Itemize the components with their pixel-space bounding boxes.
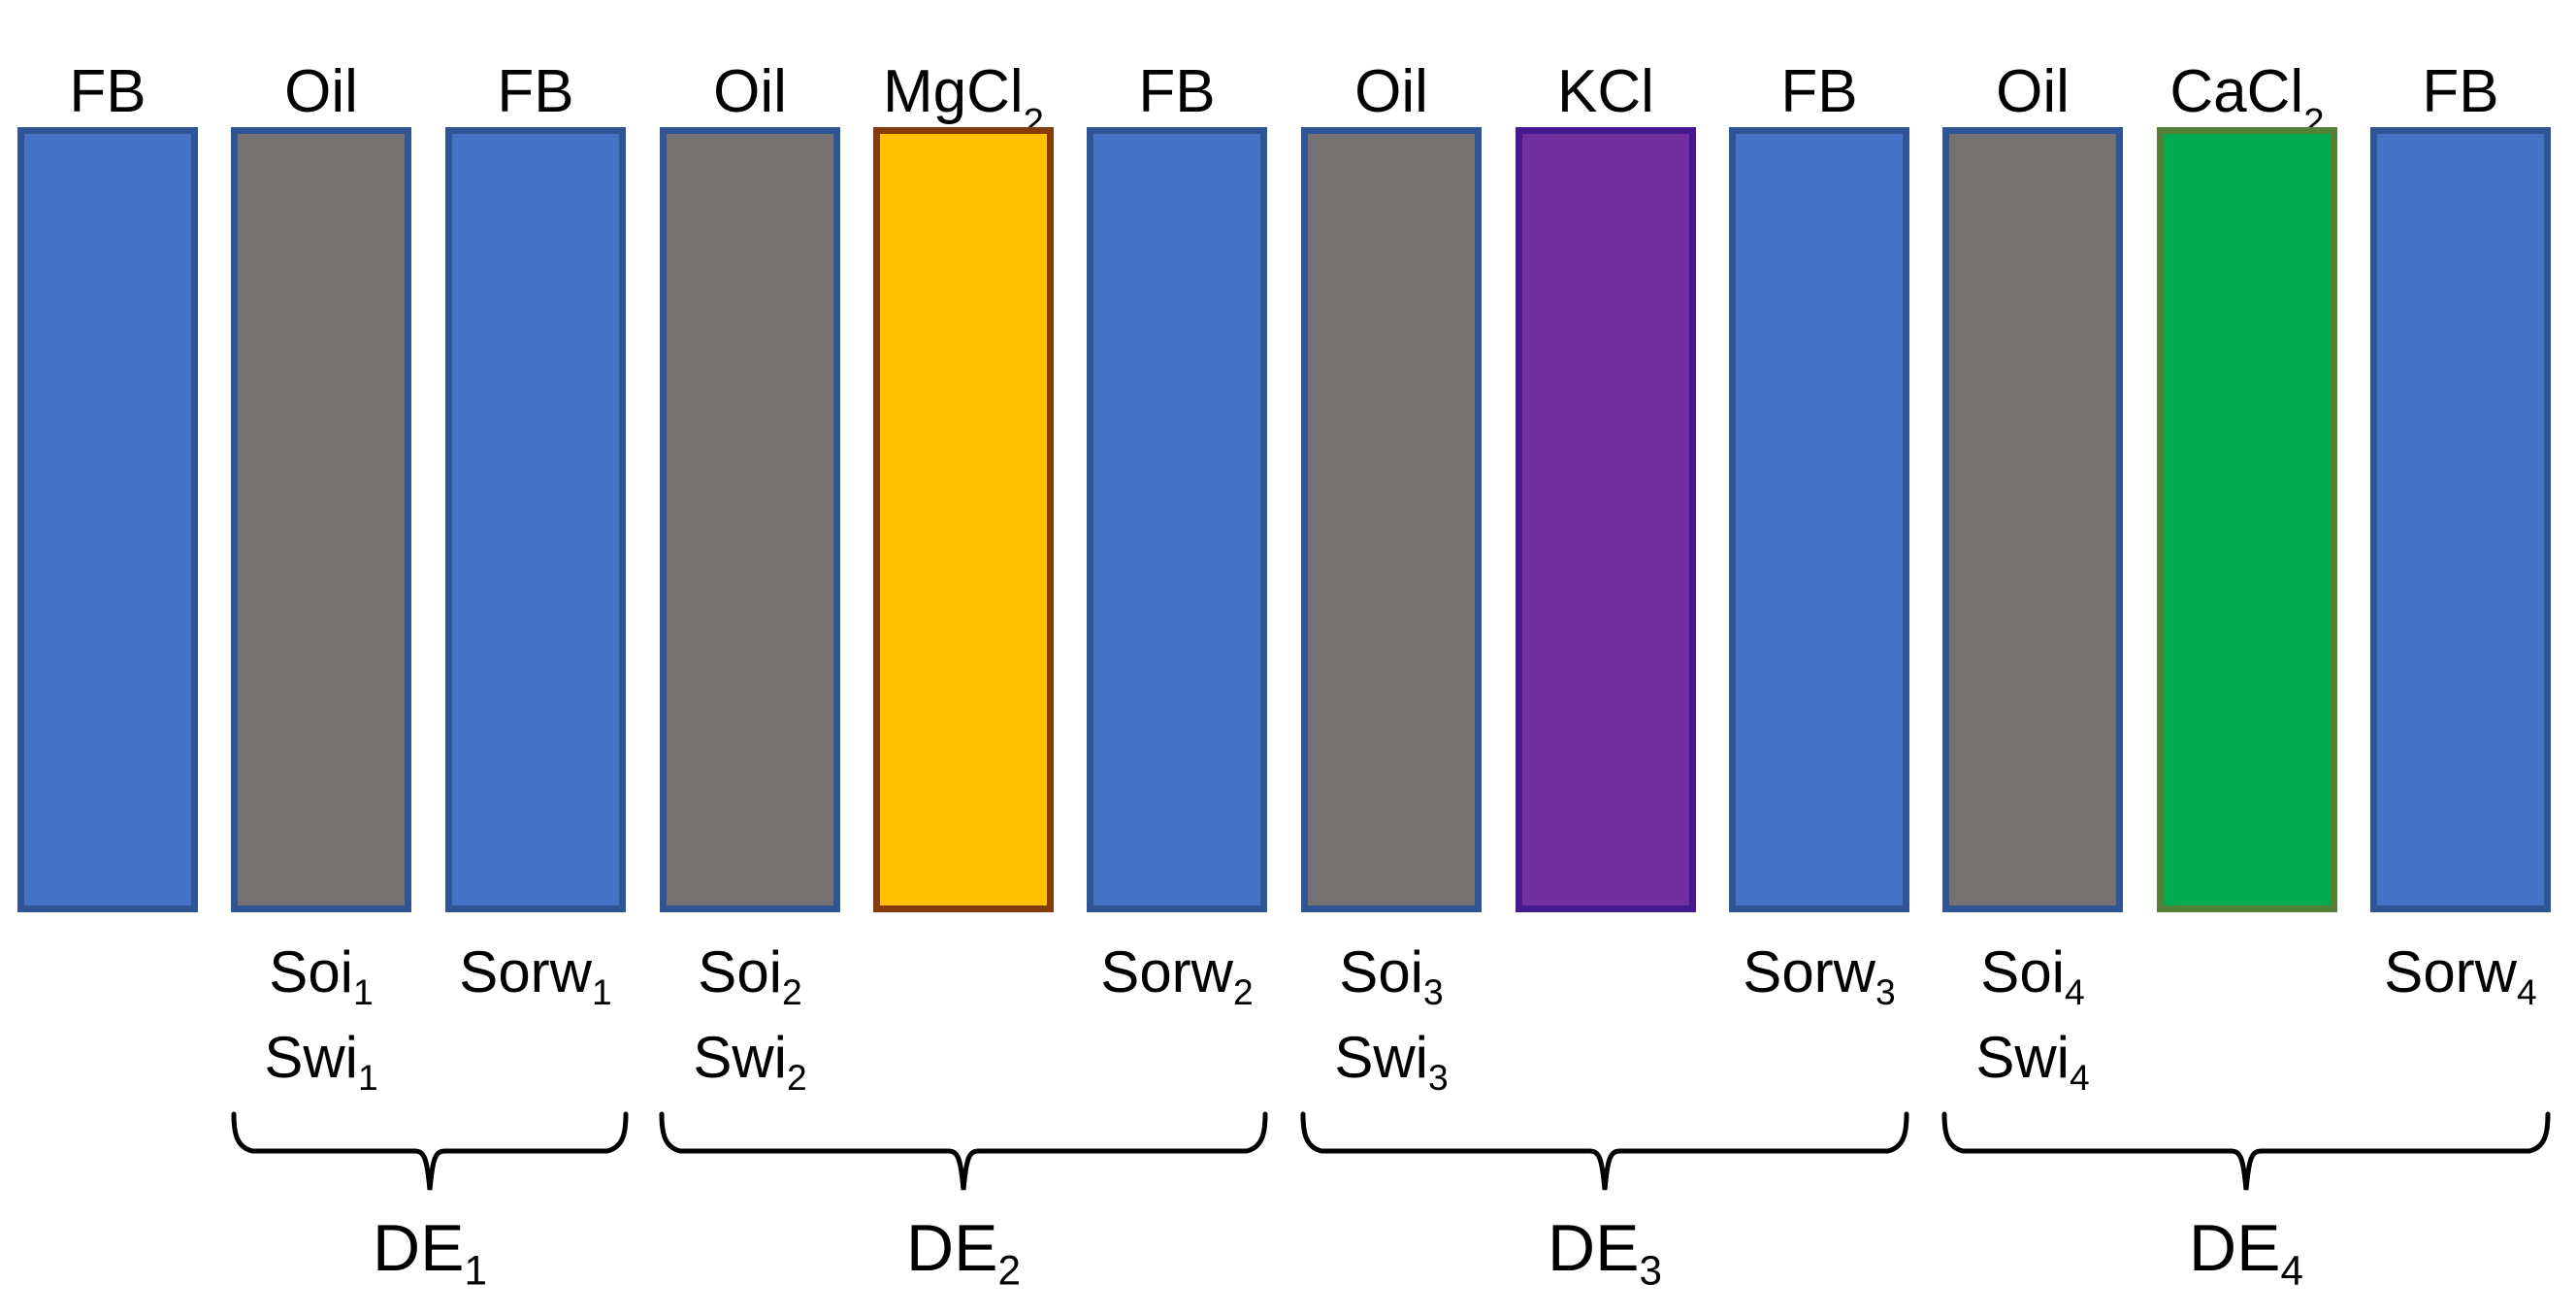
bar-oil-1 — [231, 127, 411, 912]
saturation-label-sorw3: Sorw3 — [1743, 939, 1896, 1012]
saturation-label-swi4: Swi4 — [1975, 1025, 2090, 1098]
brace-de2 — [657, 1110, 1270, 1198]
column-mgcl2: MgCl 2 — [873, 0, 1054, 1316]
bar-top-label: FB — [1780, 58, 1858, 125]
group-label-de2: DE2 — [906, 1211, 1021, 1294]
saturation-label-sorw1: Sorw1 — [459, 939, 612, 1012]
bar-top-label: MgCl 2 — [882, 58, 1045, 143]
column-oil-4: Oil Soi4 Swi4 — [1942, 0, 2123, 1316]
saturation-label-swi2: Swi2 — [693, 1025, 807, 1098]
saturation-label-soi3: Soi3 — [1339, 939, 1444, 1012]
saturation-label-sorw4: Sorw4 — [2384, 939, 2537, 1012]
column-cacl2: CaCl 2 — [2157, 0, 2337, 1316]
bar-top-label: KCl — [1557, 58, 1654, 125]
saturation-label-soi4: Soi4 — [1980, 939, 2085, 1012]
column-fb-baseline: FB — [17, 0, 198, 1316]
brace-de3 — [1298, 1110, 1911, 1198]
saturation-label-sorw2: Sorw2 — [1100, 939, 1254, 1012]
column-oil-3: Oil Soi3 Swi3 — [1301, 0, 1482, 1316]
bar-top-label: FB — [497, 58, 574, 125]
saturation-label-soi2: Soi2 — [698, 939, 802, 1012]
brace-de4 — [1940, 1110, 2553, 1198]
column-kcl: KCl — [1516, 0, 1696, 1316]
group-label-de1: DE1 — [373, 1211, 487, 1294]
bar-fb-1 — [445, 127, 626, 912]
brace-de1 — [229, 1110, 631, 1198]
bar-bottom-label: Sorw4 — [2327, 930, 2576, 1015]
bar-top-label: FB — [1138, 58, 1216, 125]
group-label-de3: DE3 — [1548, 1211, 1662, 1294]
bar-fb-baseline — [17, 127, 198, 912]
saturation-label-swi1: Swi1 — [264, 1025, 378, 1098]
bar-bottom-label: Sorw1 — [402, 930, 669, 1015]
bar-bottom-label: Soi3 Swi3 — [1257, 930, 1525, 1101]
bar-bottom-label: Soi2 Swi2 — [616, 930, 884, 1101]
bar-oil-4 — [1942, 127, 2123, 912]
bar-bottom-label: Sorw3 — [1685, 930, 1953, 1015]
column-fb-1: FB Sorw1 — [445, 0, 626, 1316]
bar-bottom-label: Soi1 Swi1 — [187, 930, 455, 1101]
bar-oil-3 — [1301, 127, 1482, 912]
group-label-de4: DE4 — [2189, 1211, 2303, 1294]
column-fb-2: FB Sorw2 — [1087, 0, 1267, 1316]
column-oil-2: Oil Soi2 Swi2 — [660, 0, 840, 1316]
column-fb-3: FB Sorw3 — [1729, 0, 1909, 1316]
bar-top-label: Oil — [284, 58, 358, 125]
saturation-label-soi1: Soi1 — [269, 939, 374, 1012]
bar-top-label: Oil — [713, 58, 787, 125]
bar-fb-4 — [2370, 127, 2551, 912]
bar-oil-2 — [660, 127, 840, 912]
bar-top-label: FB — [2422, 58, 2499, 125]
column-oil-1: Oil Soi1 Swi1 — [231, 0, 411, 1316]
bar-kcl — [1516, 127, 1696, 912]
bar-top-label: Oil — [1354, 58, 1428, 125]
bar-top-label: FB — [69, 58, 147, 125]
bar-mgcl2 — [873, 127, 1054, 912]
bar-bottom-label: Sorw2 — [1043, 930, 1311, 1015]
bar-top-label: Oil — [1996, 58, 2070, 125]
bar-bottom-label: Soi4 Swi4 — [1899, 930, 2167, 1101]
bar-cacl2 — [2157, 127, 2337, 912]
column-fb-4: FB Sorw4 — [2370, 0, 2551, 1316]
bar-fb-2 — [1087, 127, 1267, 912]
saturation-label-swi3: Swi3 — [1334, 1025, 1449, 1098]
bar-fb-3 — [1729, 127, 1909, 912]
